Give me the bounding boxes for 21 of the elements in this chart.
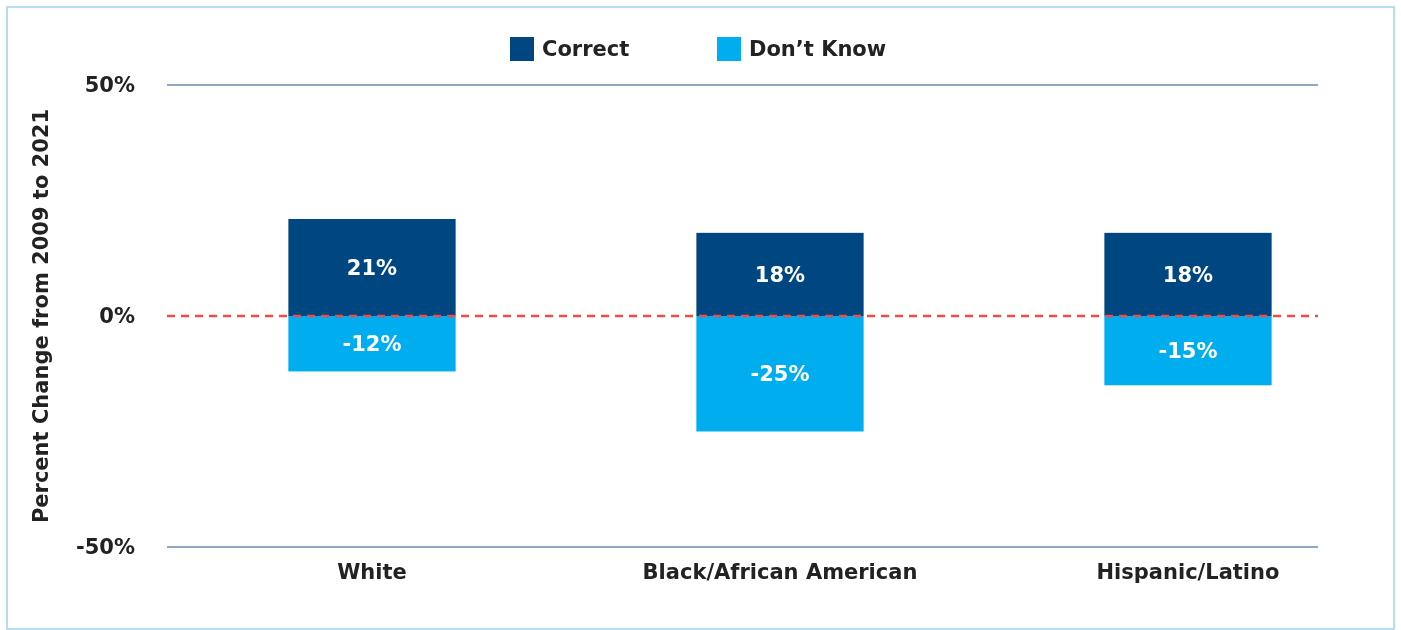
data-label: 18% xyxy=(1162,262,1214,287)
bar xyxy=(288,218,456,316)
y-tick-label: 50% xyxy=(84,73,135,98)
y-axis-title: Percent Change from 2009 to 2021 xyxy=(29,108,53,524)
bar xyxy=(1104,316,1272,386)
data-label: 21% xyxy=(346,255,398,280)
x-tick-label: White xyxy=(337,560,407,585)
data-label: 18% xyxy=(754,262,806,287)
bar xyxy=(1104,232,1272,316)
legend-label: Correct xyxy=(542,37,630,62)
x-tick-label: Black/African American xyxy=(642,560,918,585)
data-label: -12% xyxy=(342,332,402,357)
bar xyxy=(288,316,456,372)
x-tick-label: Hispanic/Latino xyxy=(1096,560,1280,585)
data-label: -25% xyxy=(750,362,810,387)
bar xyxy=(696,232,864,316)
y-tick-label: -50% xyxy=(76,535,135,560)
data-label: -15% xyxy=(1158,339,1218,363)
y-tick-label: 0% xyxy=(99,304,135,329)
legend-label: Don’t Know xyxy=(749,37,887,62)
bar xyxy=(696,316,864,432)
